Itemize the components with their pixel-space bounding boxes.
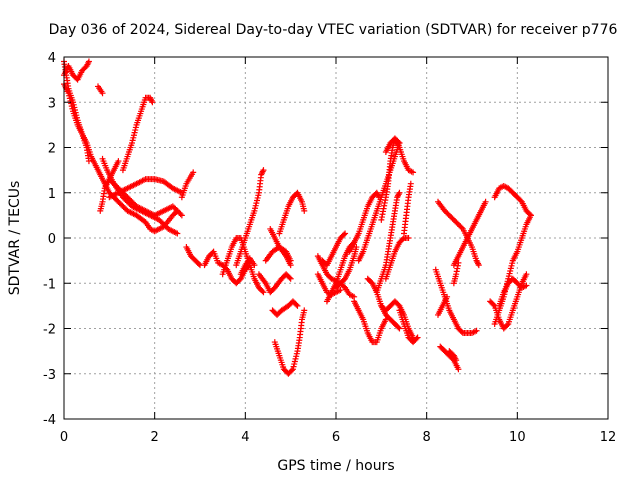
- data-point: [407, 180, 414, 187]
- data-point: [396, 325, 403, 332]
- data-point: [286, 274, 293, 281]
- data-point: [85, 158, 92, 165]
- data-point: [414, 334, 421, 341]
- data-point: [115, 158, 122, 165]
- data-point: [482, 198, 489, 205]
- y-tick-label: -3: [43, 368, 56, 383]
- y-tick-label: -2: [43, 323, 56, 338]
- data-point: [195, 261, 202, 268]
- data-point: [458, 224, 465, 231]
- x-tick-label: 0: [60, 430, 68, 445]
- x-tick-label: 4: [241, 430, 249, 445]
- x-tick-label: 6: [332, 430, 340, 445]
- data-point: [527, 212, 534, 219]
- grid-lines: [64, 57, 608, 419]
- data-point: [301, 207, 308, 214]
- data-point: [177, 211, 184, 218]
- x-axis-label: GPS time / hours: [277, 458, 394, 474]
- data-point: [288, 367, 295, 374]
- y-tick-label: 1: [48, 187, 56, 202]
- data-point: [260, 167, 267, 174]
- data-point: [260, 289, 267, 296]
- data-point: [396, 189, 403, 196]
- data-point: [287, 275, 294, 282]
- chart-title: Day 036 of 2024, Sidereal Day-to-day VTE…: [49, 22, 618, 38]
- data-point: [523, 282, 530, 289]
- data-point: [444, 293, 451, 300]
- data-point: [455, 366, 462, 373]
- x-tick-label: 8: [423, 430, 431, 445]
- data-point: [99, 90, 106, 97]
- data-point: [490, 301, 497, 308]
- data-point: [395, 324, 402, 331]
- data-point: [342, 230, 349, 237]
- data-point: [458, 328, 465, 335]
- data-point: [301, 307, 308, 314]
- data-points: [61, 58, 534, 377]
- y-tick-label: 0: [48, 232, 56, 247]
- data-point: [475, 262, 482, 269]
- data-point: [337, 287, 344, 294]
- data-point: [190, 169, 197, 176]
- x-tick-label: 2: [151, 430, 159, 445]
- data-point: [287, 262, 294, 269]
- data-point: [85, 58, 92, 65]
- y-tick-label: 3: [48, 96, 56, 111]
- y-tick-label: 4: [48, 51, 56, 66]
- data-point: [340, 231, 347, 238]
- data-point: [405, 235, 412, 241]
- data-point: [178, 212, 185, 219]
- y-tick-label: 2: [48, 142, 56, 157]
- data-point: [259, 288, 266, 295]
- data-point: [293, 301, 300, 308]
- y-tick-label: -4: [43, 413, 56, 428]
- data-point: [453, 357, 460, 364]
- data-point: [410, 169, 417, 176]
- x-tick-label: 10: [509, 430, 526, 445]
- data-point: [353, 244, 360, 251]
- y-axis-label: SDTVAR / TECUs: [7, 181, 23, 296]
- data-point: [174, 230, 181, 237]
- data-point: [413, 335, 420, 342]
- x-tick-label: 12: [600, 430, 617, 445]
- data-point: [523, 271, 530, 278]
- data-point: [504, 322, 511, 329]
- data-point: [149, 99, 156, 106]
- data-point: [294, 302, 301, 309]
- y-tick-label: -1: [43, 277, 56, 292]
- data-point: [455, 259, 462, 266]
- data-point: [251, 262, 258, 269]
- data-point: [399, 236, 406, 243]
- data-point: [473, 327, 480, 334]
